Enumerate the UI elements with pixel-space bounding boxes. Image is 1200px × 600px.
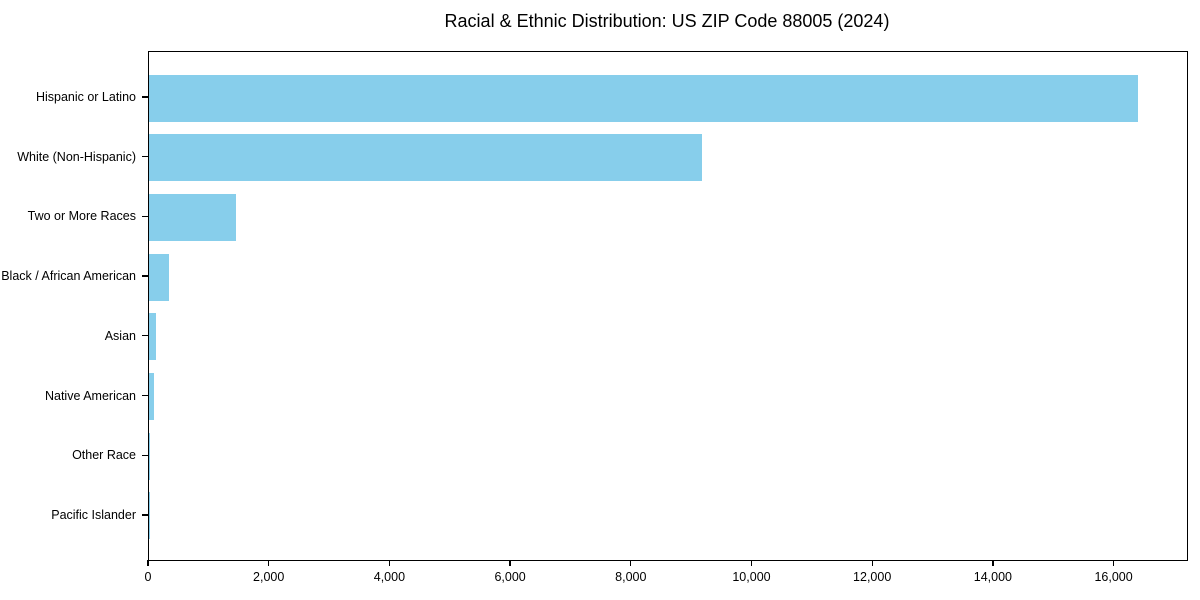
x-axis-tick	[750, 560, 753, 567]
bar	[149, 253, 169, 301]
x-tick-label: 10,000	[732, 570, 771, 584]
x-axis-tick	[630, 560, 632, 567]
x-axis-tick	[509, 560, 511, 567]
x-tick-label: 8,000	[615, 570, 647, 584]
y-axis-tick	[142, 275, 148, 277]
chart-title: Racial & Ethnic Distribution: US ZIP Cod…	[444, 11, 890, 31]
y-tick-label: White (Non-Hispanic)	[17, 149, 136, 164]
y-tick-label: Native American	[44, 388, 136, 403]
x-axis-tick	[147, 560, 149, 567]
plot-area	[148, 51, 1188, 561]
x-axis-tick	[1112, 560, 1115, 567]
bar	[149, 74, 1138, 122]
x-tick-label: 14,000	[973, 570, 1012, 584]
bar	[149, 373, 155, 420]
y-axis-tick	[142, 335, 148, 337]
x-tick-label: 12,000	[853, 570, 892, 584]
x-tick-label: 4,000	[373, 570, 406, 584]
y-axis-tick	[142, 215, 148, 218]
y-tick-label: Asian	[104, 328, 136, 343]
y-tick-label: Two or More Races	[27, 209, 136, 224]
bar	[149, 313, 157, 361]
y-tick-label: Black / African American	[1, 269, 136, 284]
bar	[149, 432, 150, 480]
x-axis-tick	[388, 560, 391, 567]
y-tick-label: Other Race	[72, 448, 136, 463]
y-axis-tick	[142, 156, 148, 158]
y-tick-label: Hispanic or Latino	[35, 90, 136, 104]
bar	[149, 193, 236, 241]
x-tick-label: 16,000	[1094, 570, 1133, 584]
x-axis-tick	[268, 560, 270, 567]
y-axis-tick	[142, 454, 148, 456]
bar	[149, 134, 703, 182]
x-axis-tick	[871, 560, 873, 567]
y-axis-tick	[142, 394, 148, 397]
y-axis-tick	[142, 514, 148, 516]
x-tick-label: 0	[144, 570, 152, 584]
y-axis-tick	[142, 96, 148, 98]
y-tick-label: Pacific Islander	[51, 507, 136, 522]
x-tick-label: 6,000	[494, 570, 526, 584]
x-tick-label: 2,000	[253, 570, 285, 584]
x-axis-tick	[992, 560, 994, 567]
